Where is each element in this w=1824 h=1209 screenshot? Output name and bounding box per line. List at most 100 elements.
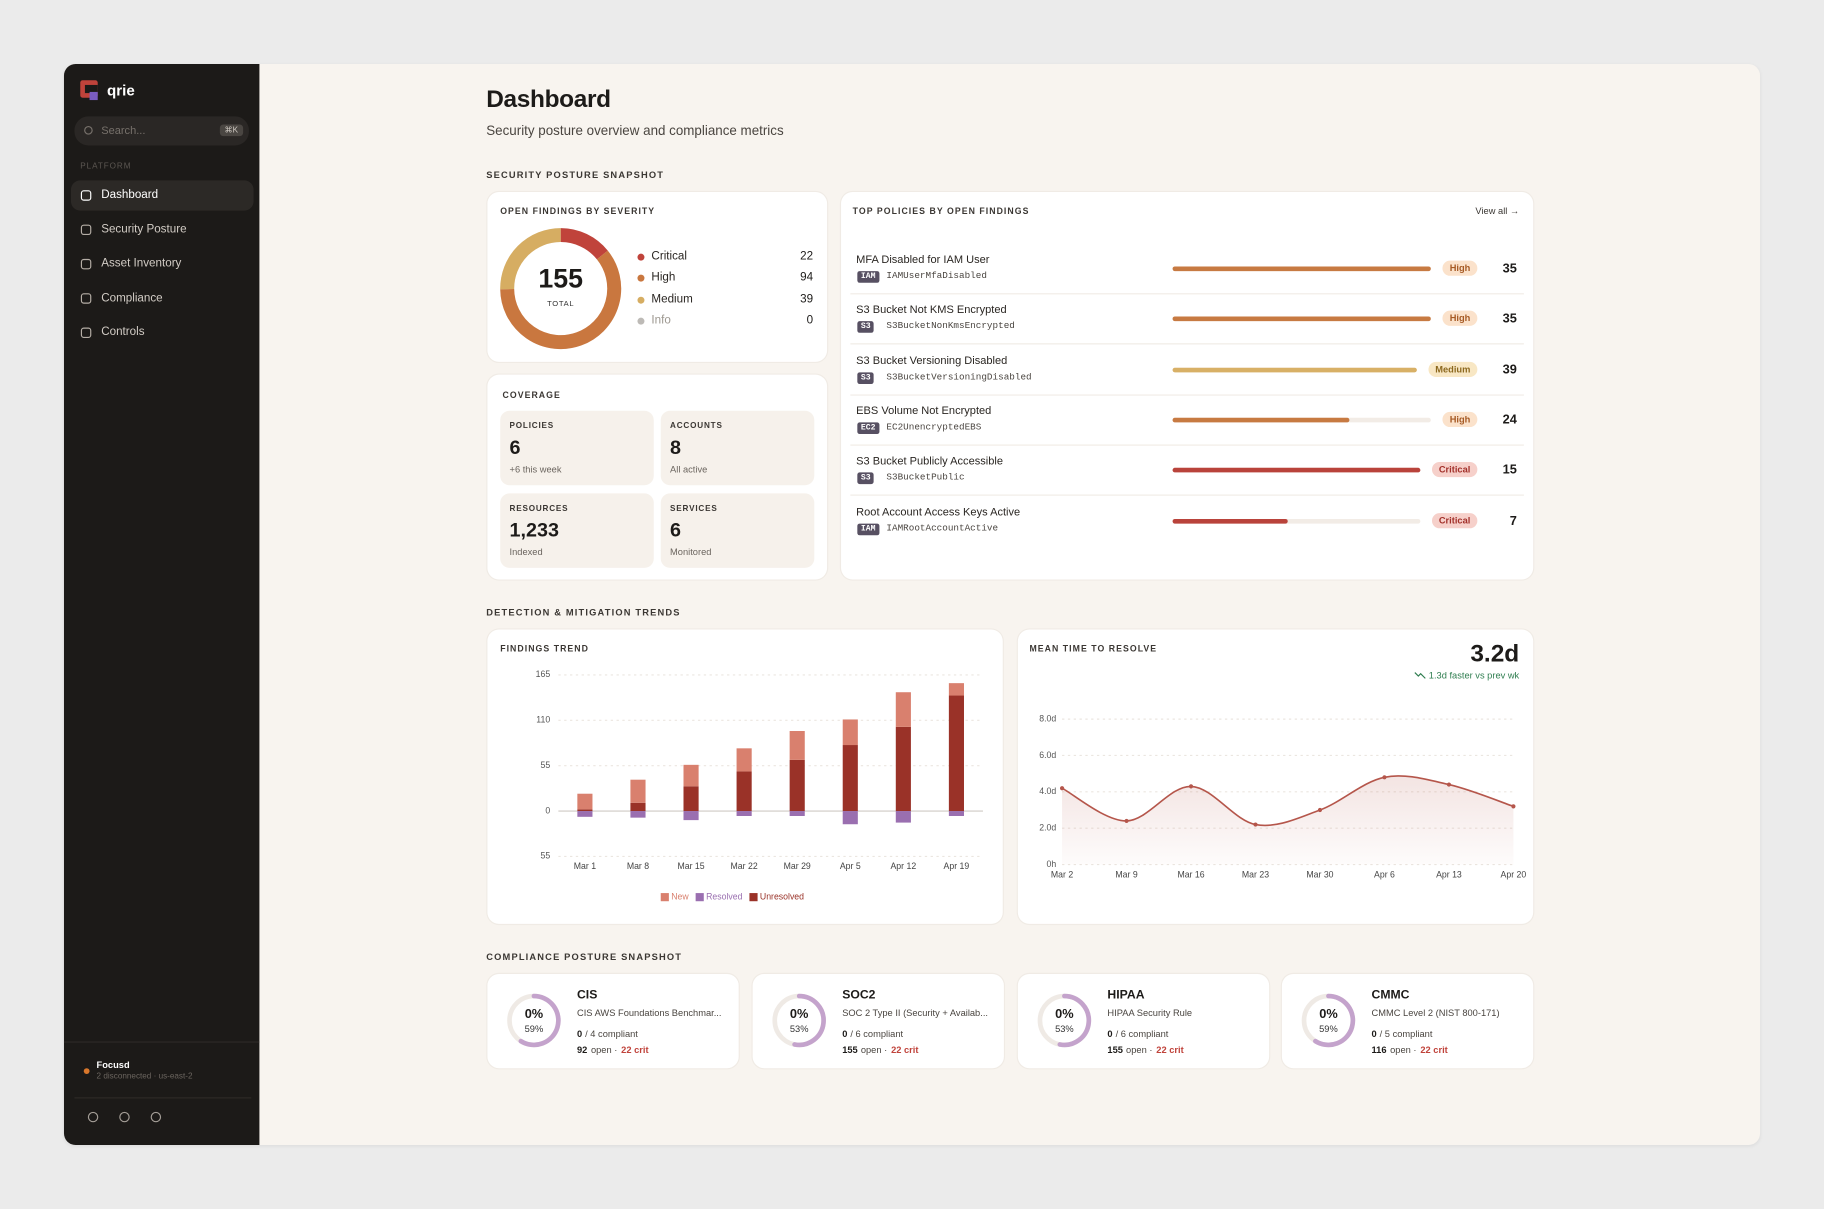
compliance-pct: 0% [789, 1007, 809, 1022]
workspace-status: 2 disconnected · us-east-2 [96, 1072, 193, 1082]
legend-dot [637, 274, 645, 282]
bar-track [1172, 518, 1421, 524]
compliance-pct: 0% [1319, 1007, 1338, 1022]
row-divider [850, 343, 1524, 345]
policy-bar [1172, 518, 1289, 524]
tile-value: 8 [670, 436, 682, 459]
policy-name: S3 Bucket Publicly Accessible [856, 455, 1003, 468]
page-title: Dashboard [486, 86, 611, 113]
policy-name: S3 Bucket Not KMS Encrypted [856, 304, 1007, 317]
nav-item[interactable]: Compliance [101, 291, 163, 305]
service-tag: S3 [857, 321, 875, 334]
tile-note: +6 this week [509, 464, 562, 475]
service-tag: S3 [857, 472, 875, 485]
tile-value: 1,233 [509, 518, 560, 542]
framework-name: HIPAA [1107, 987, 1145, 1002]
severity-badge: Critical [1431, 462, 1478, 478]
section-label: DETECTION & MITIGATION TRENDS [486, 607, 681, 618]
finding-count: 15 [1502, 463, 1517, 478]
nav-item[interactable]: Controls [101, 325, 145, 339]
service-tag: IAM [857, 523, 879, 535]
tile-value: 6 [509, 436, 521, 459]
compliant-count: 0 [576, 1028, 583, 1040]
legend-dot [637, 296, 645, 304]
compliant-count: 0 [842, 1028, 848, 1040]
sidebar-section: PLATFORM [80, 162, 132, 172]
brand-name: qrie [107, 81, 135, 99]
row-divider [850, 494, 1524, 496]
search-box[interactable] [74, 116, 249, 146]
tile-label: ACCOUNTS [670, 422, 723, 431]
critical-count: 22 crit [891, 1044, 919, 1056]
framework-name: CMMC [1371, 987, 1410, 1002]
coverage-tile [500, 410, 654, 486]
finding-count: 35 [1502, 312, 1517, 327]
finding-count: 35 [1502, 261, 1517, 276]
severity-badge: High [1442, 311, 1478, 327]
policy-id: EC2UnencryptedEBS [886, 422, 982, 433]
finding-count: 24 [1502, 412, 1517, 427]
nav-item[interactable]: Security Posture [101, 222, 187, 236]
score-label: 59% [1319, 1023, 1338, 1035]
severity-badge: High [1442, 260, 1478, 276]
policy-id: S3BucketVersioningDisabled [886, 371, 1032, 383]
card [841, 191, 1534, 580]
coverage-tile [500, 493, 654, 568]
card [487, 629, 1003, 924]
open-text: open · [1126, 1044, 1153, 1056]
legend-value: 94 [800, 271, 814, 285]
legend-value: 22 [800, 250, 814, 263]
policy-bar [1172, 367, 1417, 372]
sidebar [63, 63, 260, 1146]
open-count: 155 [1107, 1044, 1123, 1056]
score-label: 59% [524, 1023, 544, 1035]
legend-label: Medium [651, 292, 693, 306]
framework-desc: CMMC Level 2 (NIST 800-171) [1371, 1007, 1500, 1019]
row-divider [850, 393, 1524, 396]
framework-name: CIS [576, 987, 598, 1002]
framework-desc: SOC 2 Type II (Security + Availab... [842, 1007, 988, 1019]
compliant-of: / 4 compliant [585, 1028, 638, 1040]
policy-bar [1172, 467, 1421, 473]
open-text: open · [590, 1044, 618, 1056]
critical-count: 22 crit [621, 1044, 649, 1056]
coverage-tile [660, 493, 815, 568]
donut-total: 155 [538, 262, 584, 294]
coverage-tile [660, 410, 815, 486]
policy-name: Root Account Access Keys Active [856, 505, 1021, 519]
tile-note: All active [670, 464, 708, 475]
legend-label: Critical [651, 250, 687, 263]
policy-name: EBS Volume Not Encrypted [856, 404, 992, 418]
severity-badge: Critical [1431, 512, 1478, 528]
open-count: 116 [1371, 1044, 1387, 1056]
legend-dot [637, 253, 645, 261]
card [1017, 629, 1534, 924]
section-label: SECURITY POSTURE SNAPSHOT [486, 169, 665, 181]
card-title: COVERAGE [502, 389, 561, 401]
policy-bar [1172, 316, 1431, 322]
critical-count: 22 crit [1156, 1044, 1184, 1056]
critical-count: 22 crit [1420, 1044, 1448, 1056]
compliance-pct: 0% [524, 1007, 544, 1022]
policy-id: S3BucketNonKmsEncrypted [886, 321, 1015, 332]
nav-item[interactable]: Asset Inventory [101, 257, 182, 270]
service-tag: EC2 [857, 422, 879, 434]
donut-total-label: TOTAL [547, 300, 575, 309]
legend-label: Info [651, 314, 671, 327]
tile-note: Indexed [509, 546, 543, 558]
open-text: open · [1390, 1044, 1417, 1056]
framework-desc: HIPAA Security Rule [1107, 1007, 1193, 1019]
tile-label: SERVICES [670, 505, 718, 514]
score-label: 53% [1055, 1023, 1074, 1035]
policy-bar [1172, 417, 1350, 423]
view-all-link[interactable]: View all → [1475, 205, 1520, 217]
open-text: open · [860, 1044, 888, 1056]
compliance-pct: 0% [1055, 1007, 1074, 1022]
nav-item[interactable]: Dashboard [101, 188, 159, 202]
sidebar-divider [63, 1041, 260, 1043]
tile-label: POLICIES [509, 422, 555, 431]
policy-id: S3BucketPublic [886, 472, 965, 484]
policy-name: MFA Disabled for IAM User [856, 253, 990, 267]
